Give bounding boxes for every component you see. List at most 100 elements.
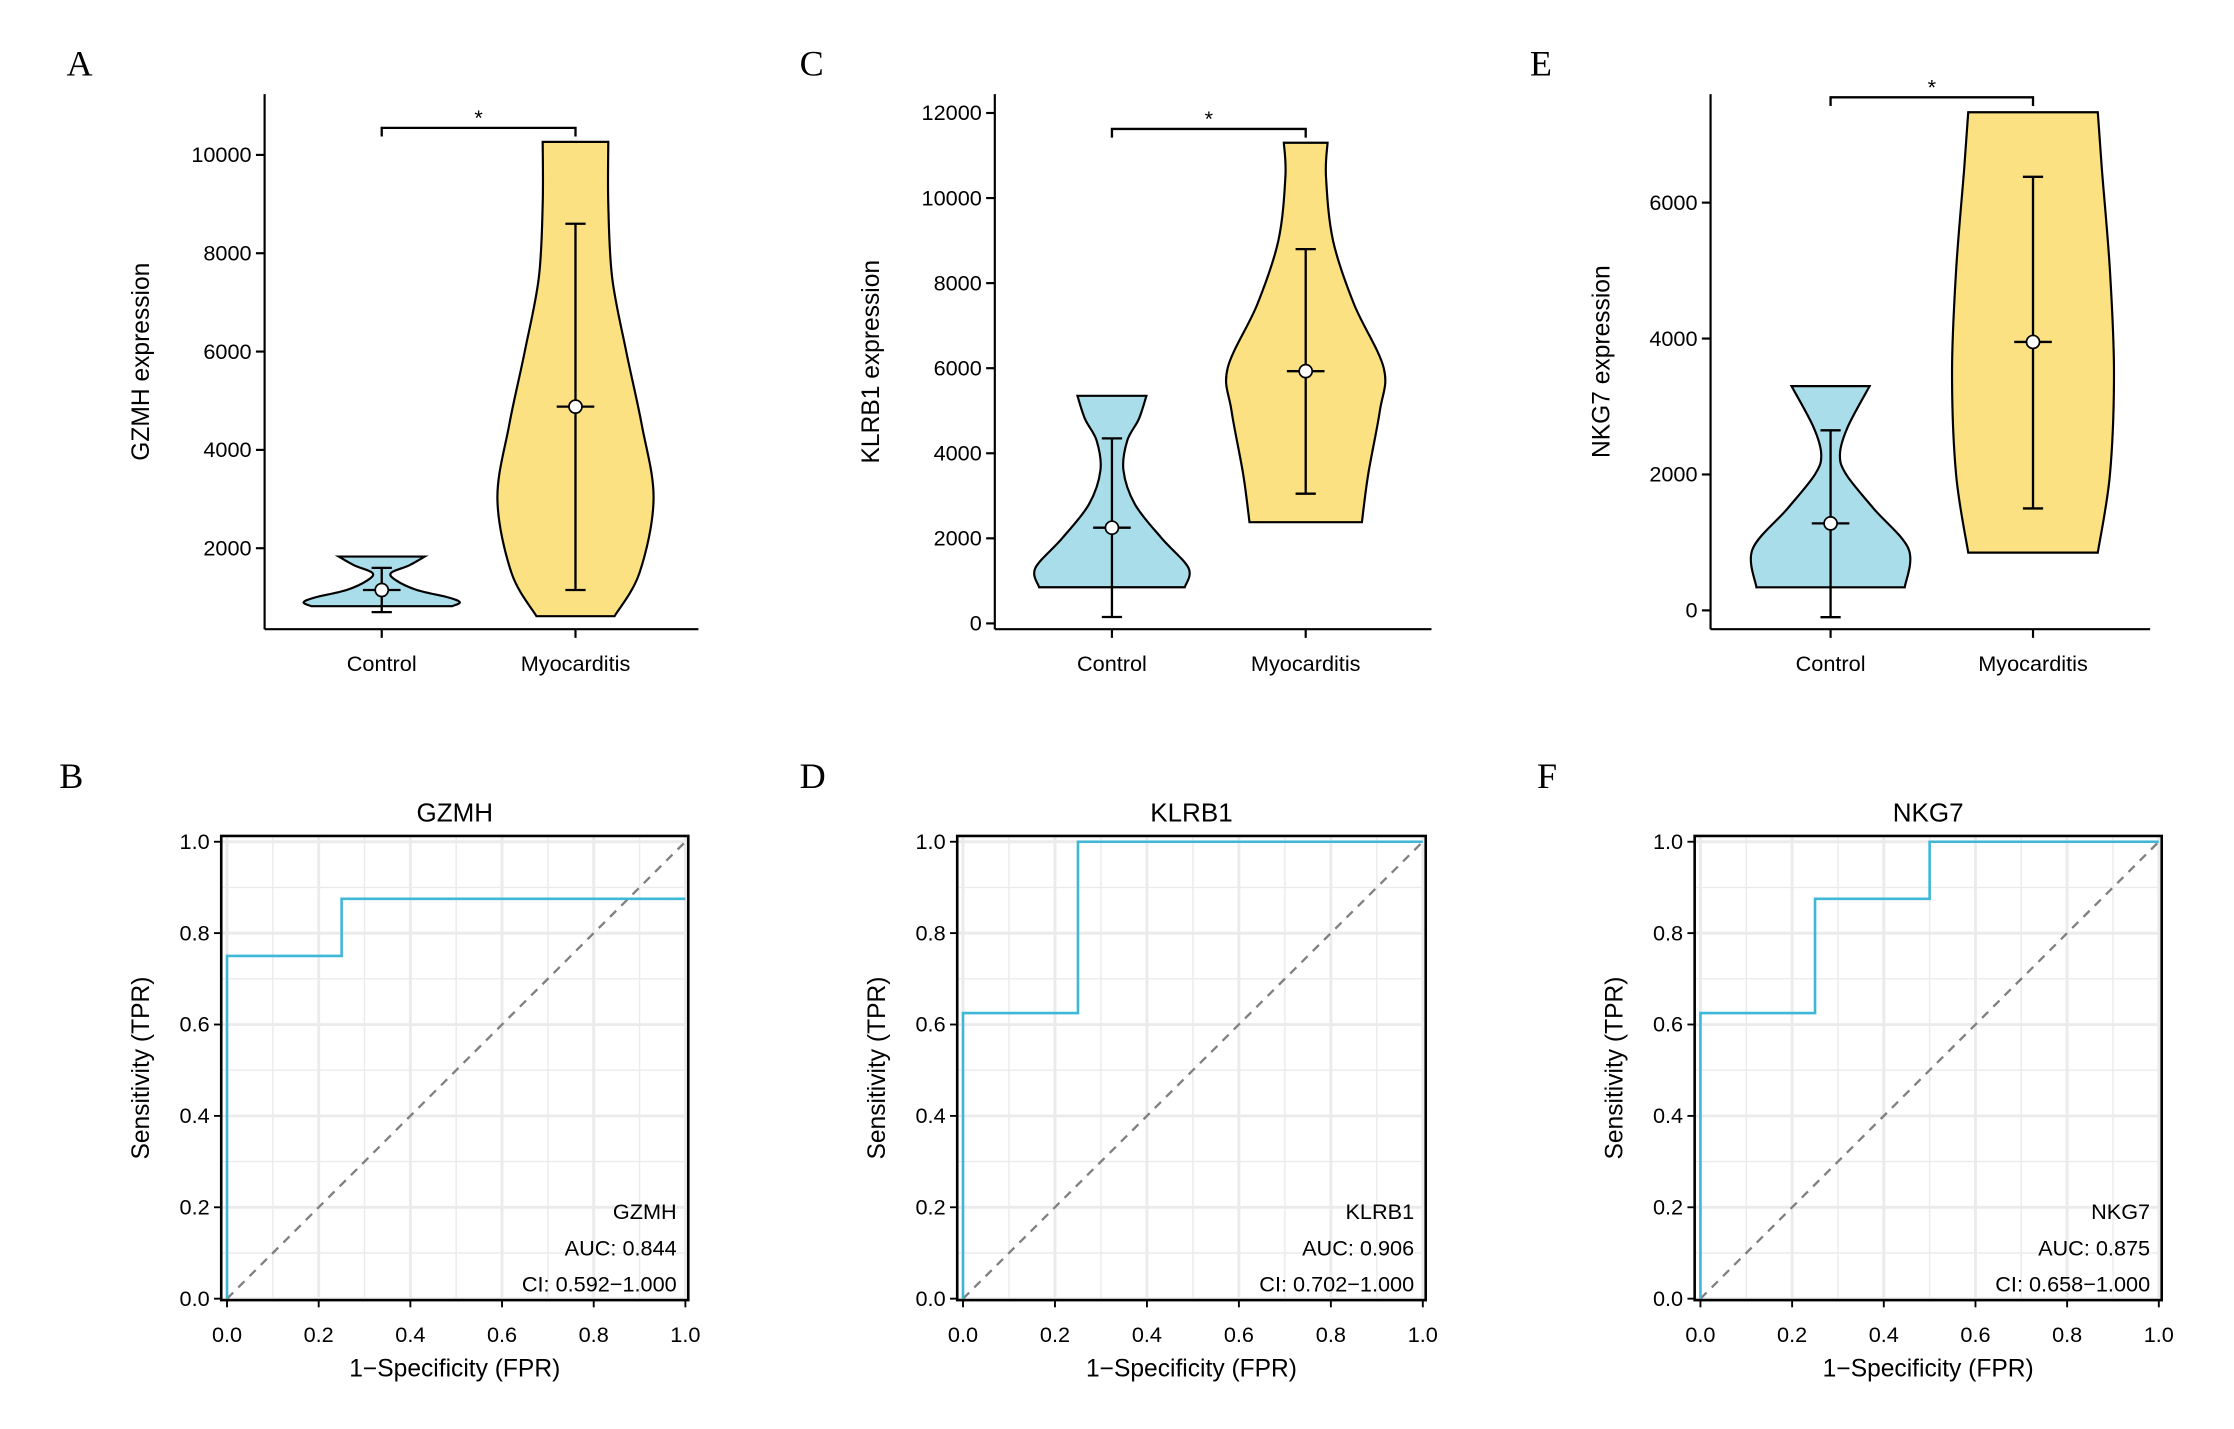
auc-annotation: CI: 0.702−1.000 bbox=[1259, 1271, 1414, 1296]
panel-letter: A bbox=[67, 43, 93, 83]
auc-annotation: AUC: 0.875 bbox=[2038, 1235, 2150, 1260]
x-tick-label: Control bbox=[1077, 651, 1147, 676]
x-tick-label: 0.8 bbox=[2052, 1322, 2082, 1347]
diagonal-reference-line bbox=[962, 840, 1424, 1300]
panel-letter: E bbox=[1530, 43, 1552, 83]
mean-point bbox=[1298, 363, 1314, 379]
y-tick-label: 0.8 bbox=[916, 920, 946, 945]
y-tick-label: 1.0 bbox=[180, 829, 210, 854]
panel-letter: F bbox=[1537, 756, 1557, 796]
significance-bracket bbox=[1110, 127, 1307, 138]
auc-annotation: CI: 0.658−1.000 bbox=[1995, 1271, 2150, 1296]
y-tick-label: 1.0 bbox=[1653, 829, 1683, 854]
diagonal-reference-line bbox=[226, 840, 687, 1300]
chart-title: KLRB1 bbox=[1150, 798, 1232, 828]
x-tick-label: 0.4 bbox=[395, 1322, 425, 1347]
y-tick-label: 2000 bbox=[934, 526, 982, 551]
panel-C: C Control Myocarditis 0 2000 4000 6000 8000 1000… bbox=[800, 43, 1432, 676]
significance-star: * bbox=[1928, 74, 1937, 99]
significance-star: * bbox=[474, 105, 483, 130]
y-tick-label: 6000 bbox=[934, 355, 982, 380]
y-axis-label: KLRB1 expression bbox=[858, 260, 885, 464]
x-tick-label: 0.8 bbox=[579, 1322, 609, 1347]
y-axis-label: Sensitivity (TPR) bbox=[864, 977, 891, 1160]
x-tick-label: 0.8 bbox=[1316, 1322, 1346, 1347]
y-tick-label: 0.2 bbox=[916, 1195, 946, 1220]
x-tick-label: 0.6 bbox=[1224, 1322, 1254, 1347]
auc-annotation: KLRB1 bbox=[1345, 1199, 1414, 1224]
panel-E: E Control Myocarditis 0 2000 4000 6000 NKG7 exp… bbox=[1530, 43, 2151, 676]
x-tick-label: Control bbox=[347, 651, 417, 676]
mean-point bbox=[1823, 516, 1838, 531]
y-axis-label: Sensitivity (TPR) bbox=[128, 977, 155, 1160]
x-tick-label: 0.4 bbox=[1132, 1322, 1162, 1347]
x-tick-label: 0.0 bbox=[1685, 1322, 1715, 1347]
auc-annotation: NKG7 bbox=[2091, 1199, 2150, 1224]
x-tick-label: 0.0 bbox=[948, 1322, 978, 1347]
y-tick-label: 0.6 bbox=[1653, 1012, 1683, 1037]
x-axis-label: 1−Specificity (FPR) bbox=[349, 1356, 560, 1383]
y-tick-label: 8000 bbox=[203, 240, 251, 265]
chart-title: NKG7 bbox=[1893, 798, 1964, 828]
y-tick-label: 0.0 bbox=[916, 1286, 946, 1311]
y-tick-label: 0 bbox=[970, 611, 982, 636]
y-tick-label: 4000 bbox=[1649, 326, 1697, 351]
x-tick-label: 1.0 bbox=[670, 1322, 700, 1347]
y-tick-label: 0.8 bbox=[1653, 920, 1683, 945]
y-tick-label: 6000 bbox=[203, 339, 251, 364]
x-tick-label: 0.4 bbox=[1869, 1322, 1899, 1347]
auc-annotation: AUC: 0.844 bbox=[565, 1235, 677, 1260]
auc-annotation: GZMH bbox=[613, 1199, 677, 1224]
y-tick-label: 0.6 bbox=[916, 1012, 946, 1037]
auc-annotation: CI: 0.592−1.000 bbox=[522, 1271, 677, 1296]
y-tick-label: 2000 bbox=[203, 535, 251, 560]
y-tick-label: 10000 bbox=[191, 142, 251, 167]
y-tick-label: 0.4 bbox=[1653, 1103, 1683, 1128]
panel-letter: C bbox=[800, 43, 824, 83]
y-tick-label: 0.4 bbox=[180, 1103, 210, 1128]
significance-bracket bbox=[380, 126, 577, 137]
y-tick-label: 0.8 bbox=[180, 920, 210, 945]
mean-point bbox=[1104, 520, 1120, 536]
y-tick-label: 8000 bbox=[934, 270, 982, 295]
panel-F: F 0.00.0 0.2 0.2 0.4 0.4 0.6 0.6 0.8 0.8 1.0 1.0 NKG… bbox=[1537, 756, 2174, 1383]
y-axis-label: Sensitivity (TPR) bbox=[1601, 977, 1628, 1160]
y-tick-label: 4000 bbox=[203, 437, 251, 462]
x-tick-label: 0.2 bbox=[1040, 1322, 1070, 1347]
y-axis-label: GZMH expression bbox=[128, 263, 155, 461]
mean-point bbox=[568, 399, 583, 415]
y-tick-label: 4000 bbox=[934, 440, 982, 465]
plot-frame bbox=[219, 834, 690, 1302]
x-axis-label: 1−Specificity (FPR) bbox=[1823, 1356, 2034, 1383]
plot-frame bbox=[955, 834, 1428, 1302]
mean-point bbox=[374, 582, 390, 598]
y-tick-label: 0.4 bbox=[916, 1103, 946, 1128]
x-tick-label: 0.2 bbox=[304, 1322, 334, 1347]
mean-point bbox=[2025, 334, 2041, 350]
x-tick-label: 1.0 bbox=[1408, 1322, 1438, 1347]
diagonal-reference-line bbox=[1699, 840, 2160, 1300]
y-tick-label: 0.2 bbox=[1653, 1195, 1683, 1220]
y-axis-label: NKG7 expression bbox=[1588, 265, 1615, 458]
y-tick-label: 1.0 bbox=[916, 829, 946, 854]
chart-title: GZMH bbox=[416, 798, 493, 828]
x-tick-label: Control bbox=[1796, 651, 1866, 676]
y-tick-label: 0.6 bbox=[180, 1012, 210, 1037]
x-tick-label: Myocarditis bbox=[521, 651, 631, 676]
x-tick-label: 0.6 bbox=[487, 1322, 517, 1347]
roc-curve bbox=[225, 897, 686, 1299]
plot-frame bbox=[1693, 834, 2164, 1302]
x-tick-label: 0.2 bbox=[1777, 1322, 1807, 1347]
y-tick-label: 0.0 bbox=[180, 1286, 210, 1311]
panel-B: B 0.00.0 0.2 0.2 0.4 0.4 0.6 0.6 0.8 0.8 1.0 1.0 GZM… bbox=[59, 756, 700, 1383]
x-tick-label: 0.6 bbox=[1960, 1322, 1990, 1347]
roc-curve bbox=[1699, 840, 2159, 1299]
panel-letter: B bbox=[59, 756, 83, 796]
panel-letter: D bbox=[800, 756, 826, 796]
panel-D: D 0.00.0 0.2 0.2 0.4 0.4 0.6 0.6 0.8 0.8 1.0 1.0 KLR… bbox=[800, 756, 1438, 1383]
y-tick-label: 0.2 bbox=[180, 1195, 210, 1220]
y-tick-label: 10000 bbox=[922, 185, 982, 210]
y-tick-label: 2000 bbox=[1649, 462, 1697, 487]
y-tick-label: 6000 bbox=[1649, 190, 1697, 215]
